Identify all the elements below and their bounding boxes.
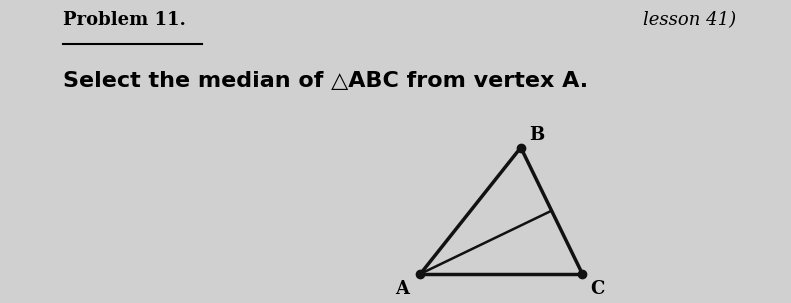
Text: B: B bbox=[529, 126, 544, 144]
Text: lesson 41): lesson 41) bbox=[642, 11, 736, 29]
Text: Select the median of △ABC from vertex A.: Select the median of △ABC from vertex A. bbox=[63, 71, 589, 91]
Text: A: A bbox=[395, 280, 409, 298]
Text: C: C bbox=[590, 280, 605, 298]
Text: Problem 11.: Problem 11. bbox=[63, 11, 186, 29]
